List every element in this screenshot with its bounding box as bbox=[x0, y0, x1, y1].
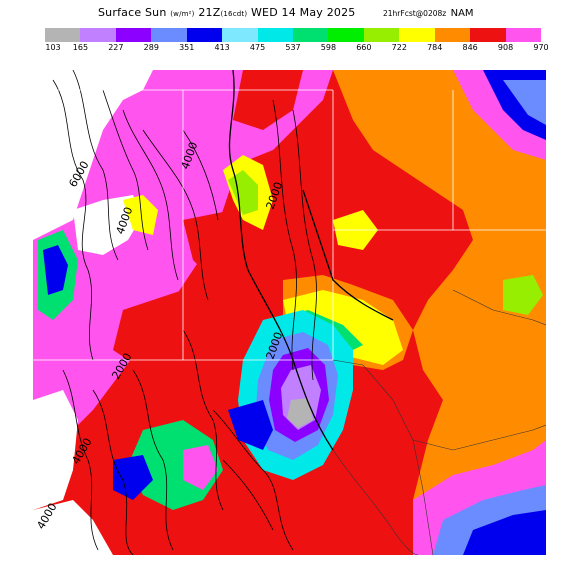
contour-line bbox=[292, 109, 317, 381]
title-units: (w/m²) bbox=[170, 10, 195, 18]
field-blue-sw bbox=[113, 455, 153, 500]
terrain-contours bbox=[52, 70, 317, 555]
legend-swatch bbox=[45, 28, 81, 42]
contour-line bbox=[62, 369, 99, 551]
legend-tick-label: 165 bbox=[72, 43, 89, 52]
title-time: 21Z bbox=[198, 6, 221, 19]
color-legend-bar bbox=[45, 28, 542, 42]
contour-line bbox=[132, 369, 174, 551]
legend-swatch bbox=[80, 28, 117, 42]
legend-swatch bbox=[399, 28, 436, 42]
contour-line bbox=[102, 89, 149, 251]
legend-swatch bbox=[186, 28, 223, 42]
legend-tick-label: 475 bbox=[249, 43, 266, 52]
river-lines bbox=[228, 70, 394, 451]
title-date: WED 14 May 2025 bbox=[250, 6, 356, 19]
legend-tick-label: 289 bbox=[143, 43, 159, 52]
field-blue-west bbox=[228, 400, 273, 450]
field-green-east bbox=[503, 275, 543, 315]
legend-tick-label: 227 bbox=[108, 43, 124, 52]
legend-tick-label: 103 bbox=[45, 43, 61, 52]
field-white-northwest bbox=[33, 70, 153, 240]
legend-swatch bbox=[151, 28, 188, 42]
legend-tick-label: 413 bbox=[214, 43, 230, 52]
map-canvas: 6000 4000 4000 2000 2000 2000 4000 4000 bbox=[33, 70, 546, 555]
field-white-nw2 bbox=[73, 195, 143, 255]
county-lines bbox=[332, 289, 546, 555]
legend-tick-label: 598 bbox=[320, 43, 337, 52]
map-area: 6000 4000 4000 2000 2000 2000 4000 4000 bbox=[33, 70, 546, 555]
field-orange-east bbox=[333, 70, 546, 555]
legend-tick-label: 970 bbox=[533, 43, 549, 52]
contour-line bbox=[212, 409, 294, 551]
legend-swatch bbox=[115, 28, 152, 42]
title-main: Surface Sun bbox=[98, 6, 167, 19]
contour-line bbox=[92, 389, 134, 555]
contour-line bbox=[182, 129, 219, 221]
field-gray-core bbox=[287, 398, 313, 428]
contour-line bbox=[272, 99, 297, 371]
field-white-west bbox=[33, 390, 78, 510]
contour-line bbox=[72, 70, 119, 261]
legend-swatch bbox=[257, 28, 294, 42]
contour-line bbox=[122, 109, 179, 281]
contour-line bbox=[52, 79, 94, 361]
legend-tick-label: 537 bbox=[285, 43, 301, 52]
boundary-line bbox=[332, 449, 419, 555]
field-red-north bbox=[233, 70, 303, 130]
river-line bbox=[228, 70, 249, 271]
boundary-line bbox=[412, 424, 546, 451]
legend-swatch bbox=[293, 28, 329, 42]
model-name: NAM bbox=[450, 8, 474, 19]
river-line bbox=[302, 189, 394, 321]
field-darkblue-gulf bbox=[463, 510, 546, 555]
field-magenta-sw bbox=[183, 445, 218, 490]
legend-tick-label: 351 bbox=[179, 43, 195, 52]
run-info: 21hrFcst@0208z NAM bbox=[383, 8, 474, 19]
legend-swatch bbox=[470, 28, 507, 42]
boundary-line bbox=[332, 359, 434, 555]
field-white-sw bbox=[33, 500, 113, 555]
title-row: Surface Sun (w/m²) 21Z(16cdt) WED 14 May… bbox=[0, 6, 579, 24]
legend-tick-label: 722 bbox=[391, 43, 407, 52]
map-title: Surface Sun (w/m²) 21Z(16cdt) WED 14 May… bbox=[98, 6, 356, 19]
run-info-text: 21hrFcst@0208z bbox=[383, 9, 447, 18]
field-yellow-2 bbox=[123, 195, 158, 235]
legend-tick-label: 660 bbox=[356, 43, 372, 52]
field-red-west-1 bbox=[183, 210, 263, 280]
color-legend-labels: 103 165 227 289 351 413 475 537 598 660 722 784 846 9… bbox=[0, 43, 579, 55]
field-blue-west2 bbox=[43, 245, 68, 295]
field-red-west-2 bbox=[113, 290, 233, 370]
legend-swatch bbox=[434, 28, 471, 42]
legend-tick-label: 908 bbox=[497, 43, 514, 52]
legend-swatch bbox=[363, 28, 400, 42]
boundary-line bbox=[452, 289, 546, 326]
legend-tick-label: 846 bbox=[462, 43, 478, 52]
title-cdt: (16cdt) bbox=[220, 10, 248, 18]
legend-tick-label: 784 bbox=[427, 43, 443, 52]
contour-line bbox=[142, 129, 209, 301]
legend-swatch bbox=[222, 28, 259, 42]
field-lightblue-ne bbox=[503, 80, 546, 125]
river-line bbox=[247, 269, 334, 451]
legend-swatch bbox=[328, 28, 365, 42]
contour-line bbox=[182, 329, 224, 511]
legend-swatch bbox=[505, 28, 542, 42]
contour-line bbox=[222, 459, 274, 531]
